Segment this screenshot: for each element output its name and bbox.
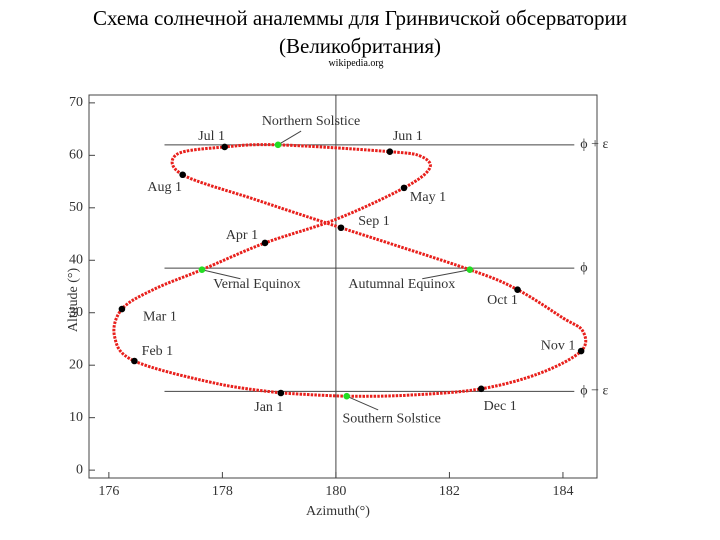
- date-label: Vernal Equinox: [213, 277, 300, 292]
- y-tick-label: 30: [69, 305, 83, 320]
- label-pointer: [277, 130, 302, 146]
- date-marker: [118, 305, 126, 313]
- date-label: Jul 1: [198, 129, 225, 144]
- date-marker: [198, 266, 206, 274]
- y-tick-label: 0: [76, 462, 83, 477]
- date-label: Apr 1: [226, 228, 258, 243]
- date-label: Mar 1: [143, 309, 177, 324]
- date-label: May 1: [410, 190, 446, 205]
- source: wikipedia.org: [328, 58, 384, 69]
- y-tick-label: 70: [69, 95, 83, 110]
- date-marker: [277, 389, 285, 397]
- x-tick-label: 184: [552, 484, 573, 499]
- date-label: Autumnal Equinox: [348, 277, 455, 292]
- date-marker: [477, 385, 485, 393]
- date-marker: [343, 392, 350, 400]
- y-tick-label: 40: [69, 252, 83, 267]
- date-label: Southern Solstice: [342, 411, 440, 426]
- x-tick-label: 182: [439, 484, 460, 499]
- analemma-curve: [112, 143, 588, 398]
- label-pointer: [201, 269, 241, 280]
- x-axis-label: Azimuth(°): [306, 504, 370, 519]
- y-tick-label: 50: [69, 200, 83, 215]
- date-marker: [131, 357, 138, 365]
- y-tick-label: 20: [69, 357, 83, 372]
- label-pointer: [422, 269, 470, 280]
- date-label: Aug 1: [147, 180, 182, 195]
- slide-title: Схема солнечной аналеммы для Гринвичской…: [92, 6, 628, 58]
- reference-label: ϕ + ε: [580, 137, 608, 152]
- x-tick-label: 176: [98, 484, 119, 499]
- label-pointer: [346, 395, 379, 411]
- date-label: Nov 1: [541, 338, 576, 353]
- date-marker: [514, 286, 521, 293]
- reference-label: ϕ − ε: [580, 384, 608, 399]
- date-marker: [221, 143, 228, 151]
- date-marker: [337, 224, 345, 232]
- date-label: Oct 1: [487, 293, 518, 308]
- y-tick-label: 10: [69, 410, 83, 425]
- reference-label: ϕ: [580, 260, 587, 275]
- y-axis-label: Altitude (°): [66, 268, 81, 333]
- date-label: Sep 1: [358, 214, 390, 229]
- date-label: Jun 1: [393, 129, 423, 144]
- date-label: Dec 1: [484, 399, 517, 414]
- plot-frame: [88, 94, 598, 479]
- date-marker: [386, 148, 394, 155]
- date-marker: [179, 171, 186, 179]
- date-marker: [577, 347, 585, 355]
- date-marker: [466, 266, 474, 274]
- x-tick-label: 180: [325, 484, 346, 499]
- y-tick-label: 60: [69, 148, 83, 163]
- date-label: Northern Solstice: [262, 114, 360, 129]
- date-marker: [261, 239, 269, 247]
- date-marker: [400, 184, 408, 192]
- x-tick-label: 178: [212, 484, 233, 499]
- date-label: Feb 1: [142, 344, 174, 359]
- date-marker: [274, 141, 282, 149]
- date-label: Jan 1: [254, 400, 283, 415]
